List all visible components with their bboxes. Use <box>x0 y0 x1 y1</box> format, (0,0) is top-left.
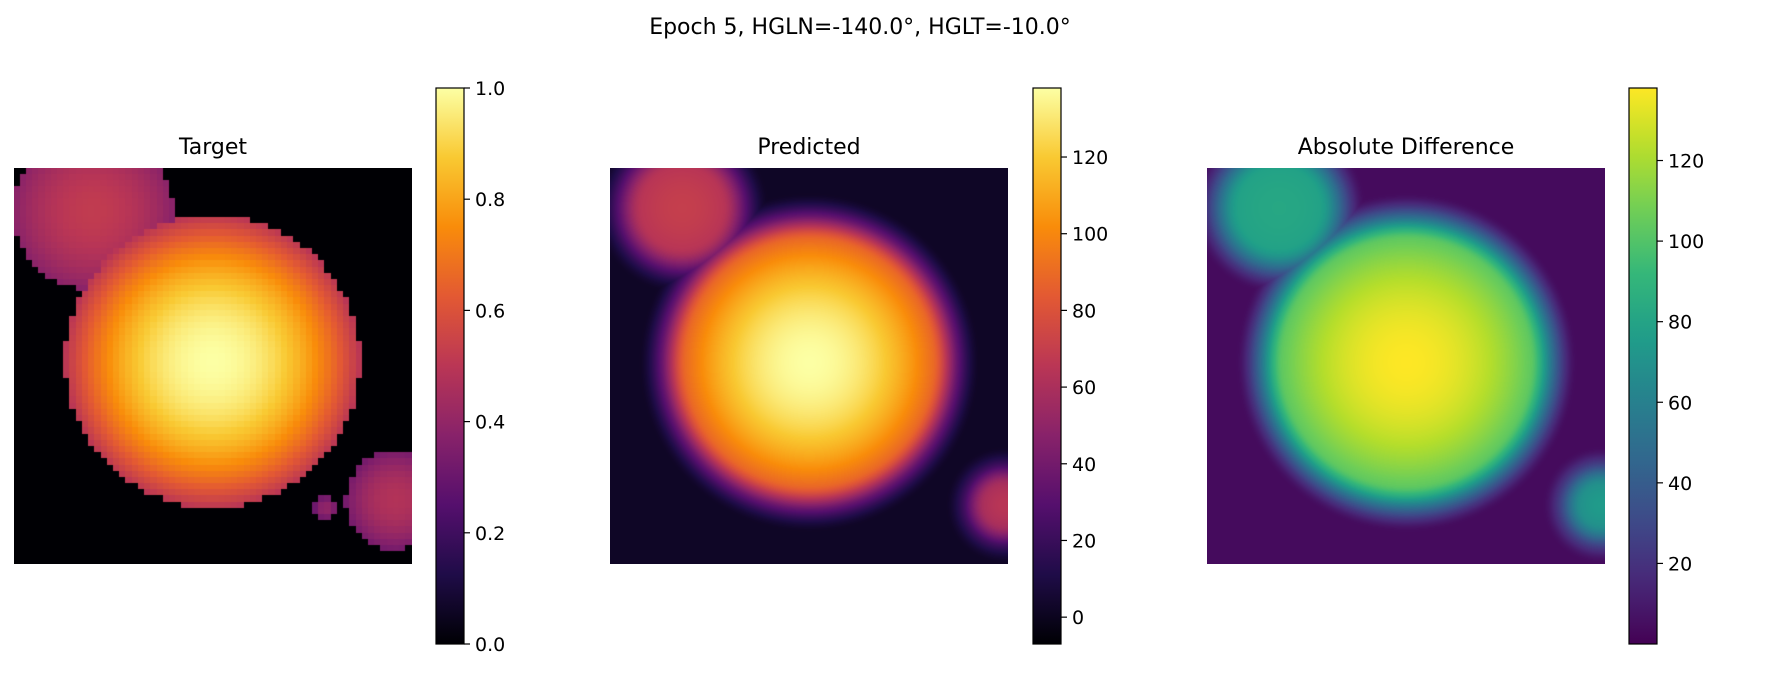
colorbar-absolute-difference: 20 40 60 80 100 120 <box>1628 87 1704 645</box>
colorbar-tick-label: 0.6 <box>475 300 505 322</box>
heatmap-target-wrap <box>14 168 412 564</box>
colorbar-tick-label: 40 <box>1668 473 1692 495</box>
panel-title-target: Target <box>178 135 247 160</box>
colorbar-tick-label: 80 <box>1072 300 1096 322</box>
heatmap-target <box>14 168 412 564</box>
colorbar-tick-label: 60 <box>1668 392 1692 414</box>
colorbar-target: 0.0 0.2 0.4 0.6 0.8 1.0 <box>435 78 505 656</box>
panel-title-predicted: Predicted <box>757 135 860 160</box>
colorbar-tick-label: 60 <box>1072 377 1096 399</box>
colorbar-gradient <box>1032 87 1062 645</box>
colorbar-tick-label: 0.2 <box>475 523 505 545</box>
colorbar-tick-label: 20 <box>1072 530 1096 552</box>
colorbar-tick-label: 40 <box>1072 454 1096 476</box>
heatmap-absolute-difference <box>1207 168 1605 564</box>
colorbar-tick-label: 120 <box>1072 147 1108 169</box>
colorbar-tick-label: 120 <box>1668 151 1704 173</box>
colorbar-tick-label: 100 <box>1668 231 1704 253</box>
colorbar-tick-label: 80 <box>1668 312 1692 334</box>
colorbar-tick-label: 1.0 <box>475 78 505 100</box>
panel-target: Target 0.0 0.2 0.4 0.6 0.8 1.0 <box>14 78 505 656</box>
colorbar-tick-label: 0.0 <box>475 634 505 656</box>
figure-title: Epoch 5, HGLN=-140.0°, HGLT=-10.0° <box>649 15 1071 40</box>
panel-title-absolute-difference: Absolute Difference <box>1298 135 1515 160</box>
heatmap-predicted <box>610 168 1008 564</box>
colorbar-tick-label: 100 <box>1072 224 1108 246</box>
colorbar-tick-label: 0 <box>1072 607 1084 629</box>
colorbar-tick-label: 20 <box>1668 553 1692 575</box>
heatmap-predicted-wrap <box>610 168 1008 564</box>
colorbar-tick-label: 0.4 <box>475 412 505 434</box>
panel-predicted: Predicted 0 20 40 60 80 100 120 <box>610 87 1108 645</box>
colorbar-gradient <box>435 87 465 645</box>
colorbar-tick-label: 0.8 <box>475 189 505 211</box>
colorbar-predicted: 0 20 40 60 80 100 120 <box>1032 87 1108 645</box>
panel-absolute-difference: Absolute Difference 20 40 60 80 100 120 <box>1207 87 1704 645</box>
heatmap-absolute-difference-wrap <box>1207 168 1605 564</box>
colorbar-gradient <box>1628 87 1658 645</box>
